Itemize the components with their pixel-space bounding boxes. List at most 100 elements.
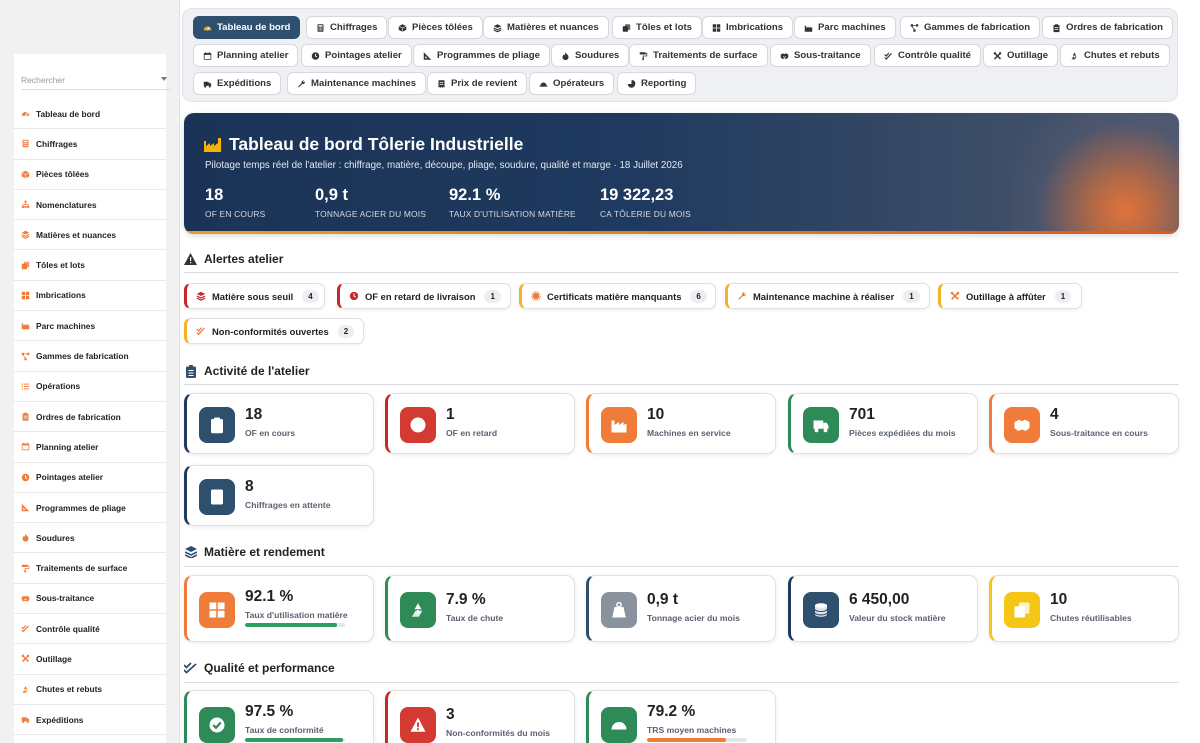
sidebar-item[interactable]: Traitements de surface	[14, 553, 166, 584]
alert-count-badge: 6	[690, 289, 707, 303]
tab[interactable]: Prix de revient	[427, 72, 528, 95]
sidebar-item[interactable]: Tôles et lots	[14, 250, 166, 281]
sidebar-item[interactable]: Expéditions	[14, 705, 166, 736]
alert-item[interactable]: Non-conformités ouvertes 2	[184, 318, 364, 344]
tab-label: Ordres de fabrication	[1066, 22, 1164, 33]
sidebar-item[interactable]: Programmes de pliage	[14, 493, 166, 524]
check-double-icon	[884, 51, 893, 60]
stat-label: Taux de chute	[446, 612, 504, 623]
stat-card[interactable]: 92.1 % Taux d'utilisation matière	[184, 575, 374, 642]
alert-item[interactable]: OF en retard de livraison 1	[337, 283, 511, 309]
sidebar-item[interactable]: Tableau de bord	[14, 99, 166, 130]
search-input[interactable]: Rechercher	[21, 70, 171, 90]
stat-card[interactable]: 10 Chutes réutilisables	[989, 575, 1179, 642]
stat-label: Valeur du stock matière	[849, 612, 946, 623]
sidebar-item[interactable]: Opérations	[14, 372, 166, 402]
stat-value: 18	[245, 405, 263, 423]
sidebar-item[interactable]: Imbrications	[14, 281, 166, 312]
alert-item[interactable]: Outillage à affûter 1	[938, 283, 1082, 309]
sidebar-item[interactable]: Pointages atelier	[14, 463, 166, 493]
sidebar-item[interactable]: Ordres de fabrication	[14, 402, 166, 433]
stat-value: 6 450,00	[849, 590, 910, 608]
module-tabs: Tableau de bord Chiffrages Pièces tôlées Ma…	[182, 8, 1178, 102]
ruler-icon	[21, 503, 30, 512]
gauge-icon	[203, 23, 212, 32]
clipboard-list-icon	[199, 406, 235, 443]
sidebar-item-label: Imbrications	[36, 290, 86, 301]
stat-value: 10	[647, 405, 665, 423]
sidebar-item[interactable]: Chiffrages	[14, 129, 166, 160]
tab[interactable]: Sous-traitance	[770, 44, 871, 67]
sidebar-item[interactable]: Parc machines	[14, 311, 166, 342]
tab[interactable]: Tableau de bord	[193, 16, 301, 39]
stat-card[interactable]: 7.9 % Taux de chute	[385, 575, 575, 642]
alert-item[interactable]: Certificats matière manquants 6	[519, 283, 716, 309]
sidebar-item-label: Traitements de surface	[36, 563, 128, 574]
tab[interactable]: Tôles et lots	[612, 16, 702, 39]
tab[interactable]: Chiffrages	[306, 16, 388, 39]
alert-label: Outillage à affûter	[966, 290, 1046, 302]
stat-card[interactable]: 79.2 % TRS moyen machines	[586, 690, 776, 743]
kpi-label: TONNAGE ACIER DU MOIS	[315, 209, 427, 219]
tab[interactable]: Gammes de fabrication	[900, 16, 1041, 39]
sidebar-item[interactable]: Contrôle qualité	[14, 614, 166, 645]
tab-label: Maintenance machines	[311, 78, 417, 89]
stat-card[interactable]: 6 450,00 Valeur du stock matière	[788, 575, 978, 642]
sidebar-item[interactable]: Matières et nuances	[14, 220, 166, 251]
tab[interactable]: Opérateurs	[529, 72, 615, 95]
kpi-value: 0,9 t	[315, 186, 349, 204]
stat-card[interactable]: 4 Sous-traitance en cours	[989, 393, 1179, 454]
clock-icon	[21, 473, 30, 482]
stat-card[interactable]: 1 OF en retard	[385, 393, 575, 454]
paint-roller-icon	[21, 564, 30, 573]
paint-roller-icon	[639, 51, 648, 60]
tab[interactable]: Matières et nuances	[483, 16, 609, 39]
tab[interactable]: Planning atelier	[193, 44, 299, 67]
chevron-down-icon[interactable]	[161, 77, 167, 81]
sidebar-item[interactable]: Soudures	[14, 523, 166, 554]
stat-card[interactable]: 10 Machines en service	[586, 393, 776, 454]
sidebar-item[interactable]: Outillage	[14, 644, 166, 675]
copy-icon	[21, 261, 30, 270]
stat-card[interactable]: 0,9 t Tonnage acier du mois	[586, 575, 776, 642]
tab[interactable]: Maintenance machines	[287, 72, 427, 95]
stat-value: 79.2 %	[647, 703, 696, 720]
tab[interactable]: Outillage	[983, 44, 1059, 67]
progress-fill	[647, 738, 727, 742]
industry-icon	[21, 321, 30, 330]
tab[interactable]: Soudures	[551, 44, 630, 67]
sidebar-item[interactable]: Gammes de fabrication	[14, 341, 166, 372]
cube-icon	[21, 170, 30, 179]
stat-card[interactable]: 18 OF en cours	[184, 393, 374, 454]
tab[interactable]: Programmes de pliage	[413, 44, 550, 67]
grid-icon	[712, 23, 721, 32]
tab[interactable]: Contrôle qualité	[874, 44, 982, 67]
tab-label: Imbrications	[726, 22, 784, 33]
sidebar-item[interactable]: Nomenclatures	[14, 190, 166, 221]
tab[interactable]: Parc machines	[794, 16, 896, 39]
tab[interactable]: Expéditions	[193, 72, 282, 95]
stat-card[interactable]: 3 Non-conformités du mois	[385, 690, 575, 743]
tab[interactable]: Pointages atelier	[301, 44, 412, 67]
tab[interactable]: Pièces tôlées	[388, 16, 483, 39]
tab[interactable]: Ordres de fabrication	[1042, 16, 1174, 39]
sidebar-item-label: Opérations	[36, 381, 81, 392]
sidebar-item[interactable]: Sous-traitance	[14, 584, 166, 615]
stat-card[interactable]: 97.5 % Taux de conformité	[184, 690, 374, 743]
alert-item[interactable]: Maintenance machine à réaliser 1	[725, 283, 930, 309]
tab[interactable]: Reporting	[617, 72, 697, 95]
stat-card[interactable]: 8 Chiffrages en attente	[184, 465, 374, 526]
project-diagram-icon	[910, 23, 919, 32]
tab[interactable]: Chutes et rebuts	[1060, 44, 1170, 67]
tab[interactable]: Traitements de surface	[629, 44, 768, 67]
sidebar-item-label: Nomenclatures	[36, 199, 97, 210]
tab[interactable]: Imbrications	[702, 16, 794, 39]
grid-icon	[199, 591, 235, 628]
calendar-icon	[203, 51, 212, 60]
alert-item[interactable]: Matière sous seuil 4	[184, 283, 325, 309]
sidebar-item[interactable]: Planning atelier	[14, 432, 166, 463]
sidebar-item[interactable]: Chutes et rebuts	[14, 675, 166, 705]
clock-icon	[349, 291, 359, 301]
sidebar-item[interactable]: Pièces tôlées	[14, 160, 166, 190]
stat-card[interactable]: 701 Pièces expédiées du mois	[788, 393, 978, 454]
